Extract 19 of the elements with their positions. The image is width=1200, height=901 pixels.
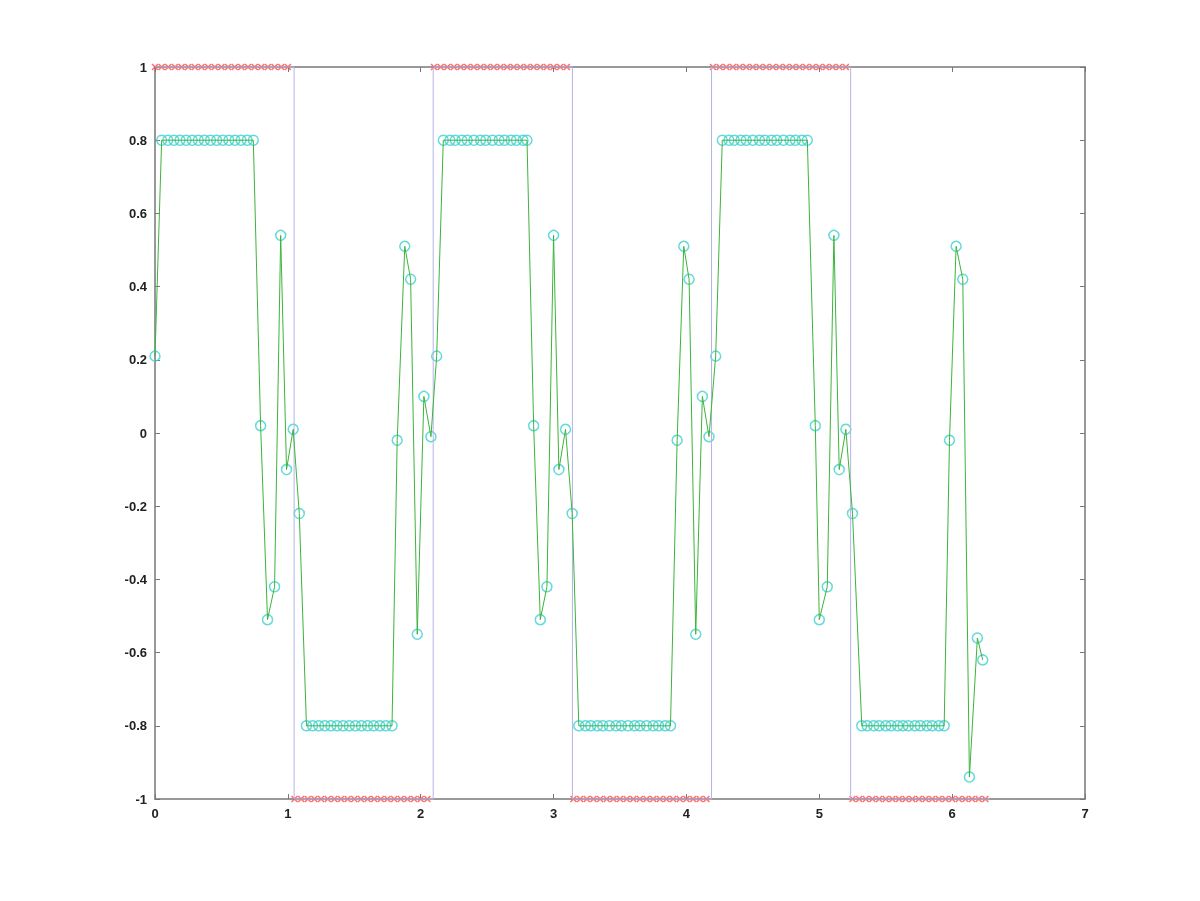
y-tick-label: 0.8	[128, 132, 147, 148]
y-tick-label: -0.6	[124, 645, 147, 661]
x-tick-label: 6	[948, 806, 956, 821]
x-tick-label: 1	[284, 806, 292, 821]
y-tick-label: 0.2	[128, 352, 147, 368]
x-tick-label: 5	[815, 806, 823, 821]
y-tick-label: 1	[139, 59, 147, 75]
y-tick-label: -0.4	[124, 571, 148, 587]
y-tick-label: 0	[139, 425, 147, 441]
y-tick-label: -1	[135, 791, 147, 807]
x-tick-label: 7	[1081, 806, 1089, 821]
x-tick-label: 4	[682, 806, 691, 821]
y-tick-label: -0.8	[124, 718, 147, 734]
y-tick-label: 0.6	[128, 205, 147, 221]
x-tick-label: 0	[151, 806, 159, 821]
x-tick-label: 2	[417, 806, 425, 821]
x-tick-label: 3	[549, 806, 558, 821]
y-tick-label: 0.4	[128, 279, 148, 295]
y-tick-label: -0.2	[124, 498, 147, 514]
